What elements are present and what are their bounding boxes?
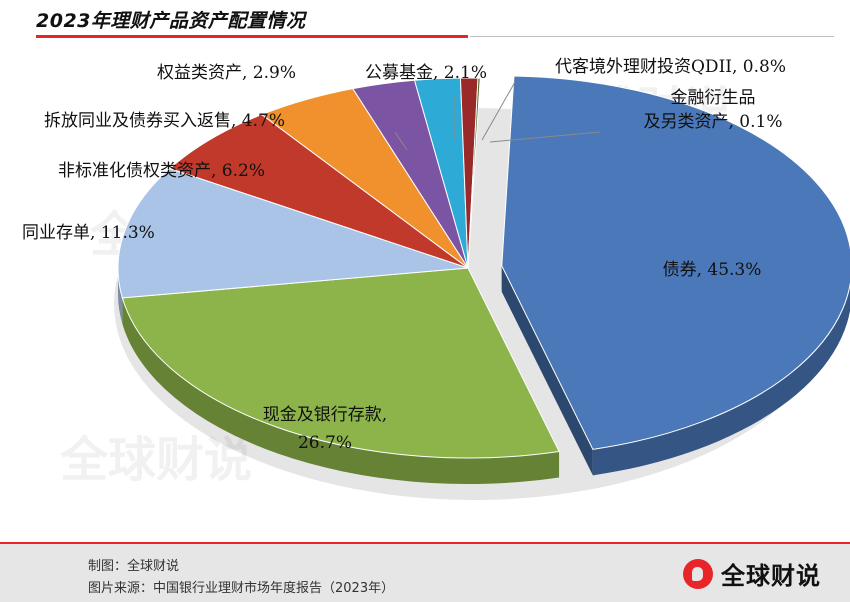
slice-side	[122, 297, 560, 484]
leader-line	[394, 131, 408, 151]
pie-slice	[121, 267, 560, 459]
brand-logo: 全球财说	[683, 556, 821, 591]
pie-slice	[168, 113, 469, 269]
leader-line	[481, 81, 516, 141]
slice-label: 非标准化债权类资产, 6.2%	[58, 161, 265, 181]
footer: 制图：全球财说 图片来源：中国银行业理财市场年度报告（2023年） 全球财说	[0, 542, 850, 602]
pie-slice	[117, 167, 469, 299]
slice-label: 拆放同业及债券买入返售, 4.7%	[44, 111, 285, 131]
leader-line	[489, 131, 601, 143]
footer-maker: 制图：全球财说	[88, 559, 180, 574]
slice-label: 代客境外理财投资QDII, 0.8%	[555, 57, 786, 77]
brand-name: 全球财说	[721, 562, 821, 590]
slice-label: 26.7%	[298, 433, 352, 453]
slice-label: 同业存单, 11.3%	[22, 223, 155, 243]
slice-label: 金融衍生品	[671, 88, 756, 108]
title-underline	[470, 36, 834, 37]
brand-icon	[683, 558, 713, 589]
chart-title: 2023年理财产品资产配置情况	[36, 10, 306, 32]
slice-side	[592, 284, 850, 476]
slice-label: 权益类资产, 2.9%	[157, 63, 296, 83]
pie-slice	[501, 75, 850, 450]
leader-lines	[394, 81, 601, 151]
slice-label: 现金及银行存款,	[263, 405, 387, 425]
slice-cut	[501, 265, 593, 476]
slice-label: 及另类资产, 0.1%	[644, 112, 783, 132]
slice-labels: 债券, 45.3% 现金及银行存款, 26.7% 同业存单, 11.3% 非标准化债权类…	[22, 57, 786, 453]
slice-side	[118, 268, 123, 324]
pie-chart: 债券, 45.3% 现金及银行存款, 26.7% 同业存单, 11.3% 非标准化债权类…	[22, 57, 850, 500]
slice-label: 债券, 45.3%	[663, 260, 762, 280]
slice-label: 公募基金, 2.1%	[365, 63, 487, 83]
pie-slices	[117, 75, 850, 459]
footer-source: 图片来源：中国银行业理财市场年度报告（2023年）	[88, 581, 395, 596]
footer-rule	[0, 542, 850, 544]
title-underline-accent	[36, 35, 468, 38]
pie-slice	[467, 77, 481, 269]
